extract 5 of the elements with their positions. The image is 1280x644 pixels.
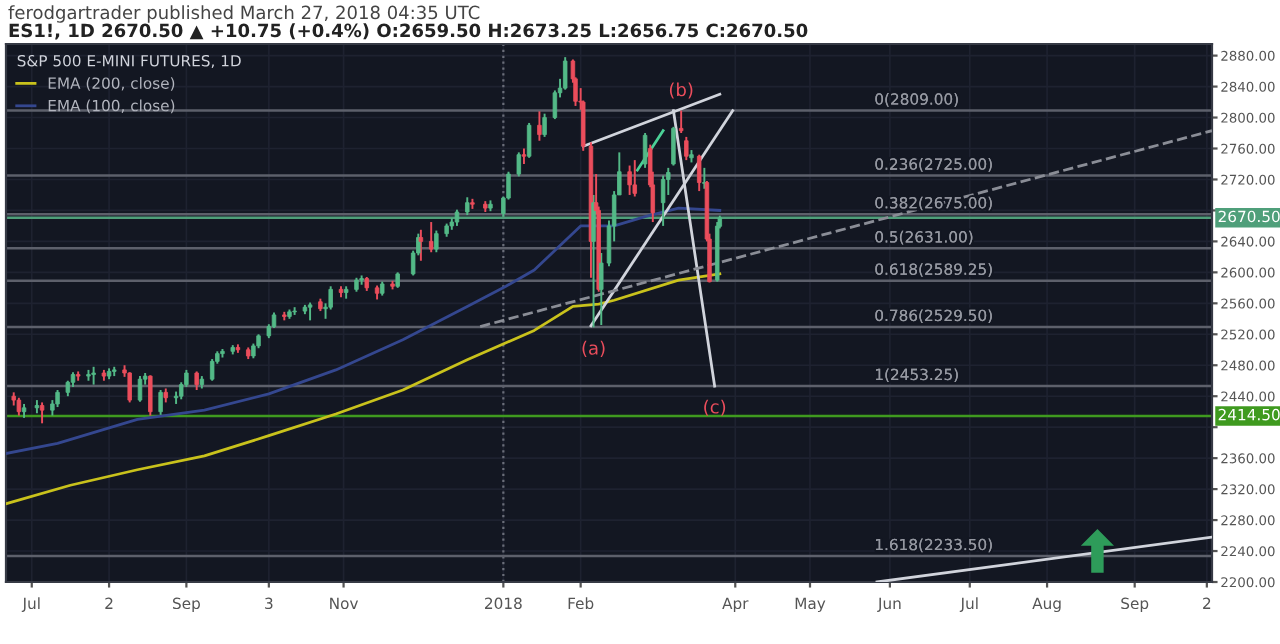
annotation: (c) <box>704 399 726 416</box>
annotation: (b) <box>669 82 693 99</box>
annotation: (a) <box>582 340 605 357</box>
chart-subtitle: ES1!, 1D 2670.50 ▲ +10.75 (+0.4%) O:2659.50 H:2673.25 L:2656.75 C:2670.50 <box>9 23 808 40</box>
chart-title: ferodgartrader published March 27, 2018 04:35 UTC <box>8 5 480 23</box>
